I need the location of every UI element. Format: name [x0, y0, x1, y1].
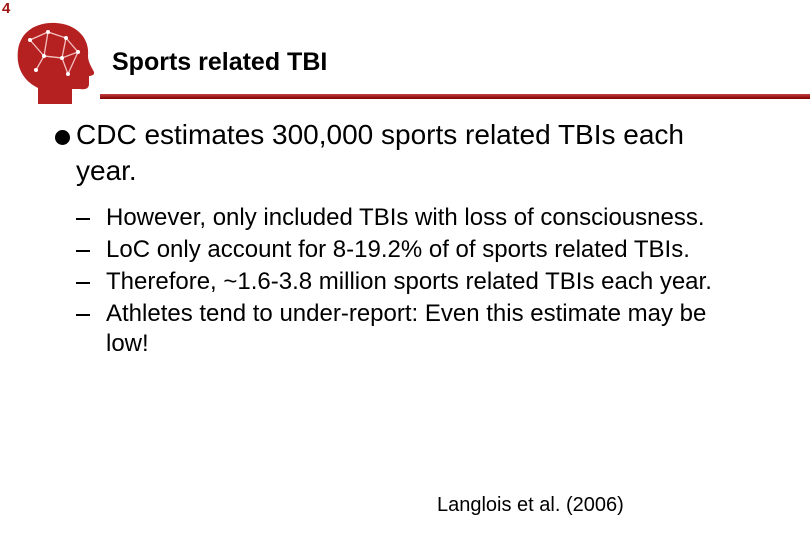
dash-marker [76, 282, 90, 284]
sub-bullet: Athletes tend to under-report: Even this… [76, 299, 751, 359]
dash-marker [76, 250, 90, 252]
sub-bullet-text: Athletes tend to under-report: Even this… [106, 300, 707, 357]
sub-bullet: Therefore, ~1.6-3.8 million sports relat… [76, 267, 751, 297]
sub-bullet-text: However, only included TBIs with loss of… [106, 204, 705, 231]
sub-bullet-text: Therefore, ~1.6-3.8 million sports relat… [106, 268, 712, 295]
head-icon [17, 22, 95, 104]
sub-bullet-text: LoC only account for 8-19.2% of of sport… [106, 236, 690, 263]
slide-number: 4 [2, 0, 11, 17]
dash-marker [76, 314, 90, 316]
sub-bullet: However, only included TBIs with loss of… [76, 203, 751, 233]
citation: Langlois et al. (2006) [437, 494, 624, 516]
bullet-dot [55, 130, 70, 145]
sub-bullet-list: However, only included TBIs with loss of… [76, 203, 751, 361]
slide-title: Sports related TBI [112, 48, 328, 76]
sub-bullet: LoC only account for 8-19.2% of of sport… [76, 235, 751, 265]
title-rule [100, 94, 810, 99]
dash-marker [76, 218, 90, 220]
bullet-text: CDC estimates 300,000 sports related TBI… [76, 119, 685, 186]
